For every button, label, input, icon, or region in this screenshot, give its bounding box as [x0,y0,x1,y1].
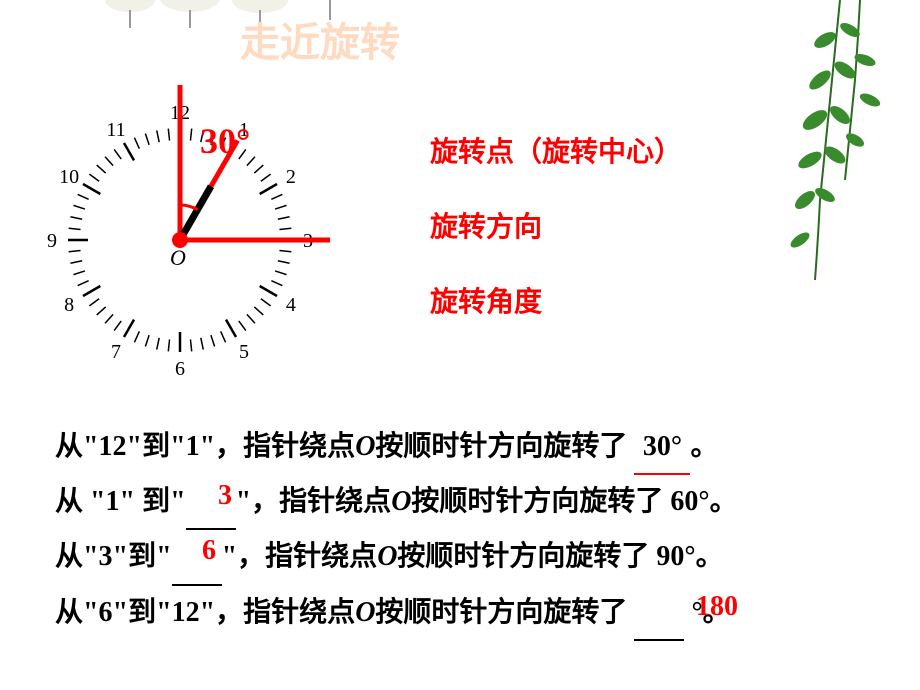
exercise-text: 从"12"到"1"，指针绕点O按顺时针方向旋转了 30°。 从 "1" 到" "… [55,420,875,641]
svg-text:9: 9 [47,230,57,252]
statement-3: 从"3"到" "，指针绕点O按顺时针方向旋转了 90°。 6 [55,530,875,585]
answer-180: 180 [696,580,738,633]
center-o-label: O [170,245,186,270]
svg-text:2: 2 [286,166,296,188]
svg-text:10: 10 [59,166,79,188]
label-rotation-point: 旋转点（旋转中心） [430,130,682,170]
label-rotation-direction: 旋转方向 [430,205,682,245]
blank-4 [634,586,684,641]
statement-1: 从"12"到"1"，指针绕点O按顺时针方向旋转了 30°。 [55,420,875,475]
statement-4: 从"6"到"12"，指针绕点O按顺时针方向旋转了 °。 180 [55,586,875,641]
svg-text:11: 11 [106,119,125,141]
statement-2: 从 "1" 到" "，指针绕点O按顺时针方向旋转了 60°。 3 [55,475,875,530]
clock-diagram: 121234567891011 O [30,80,330,380]
svg-text:8: 8 [64,294,74,316]
svg-text:6: 6 [175,358,185,380]
answer-3: 3 [218,469,232,522]
slide-title-faded: 走近旋转 [240,10,400,68]
vine-decoration [770,0,910,280]
svg-text:7: 7 [111,341,121,363]
svg-text:5: 5 [239,341,249,363]
answer-30: 30° [634,420,690,475]
rotation-property-labels: 旋转点（旋转中心） 旋转方向 旋转角度 [430,130,682,355]
answer-6: 6 [202,524,216,577]
svg-text:4: 4 [286,294,296,316]
label-rotation-angle: 旋转角度 [430,280,682,320]
angle-30-label: 30° [200,120,250,162]
